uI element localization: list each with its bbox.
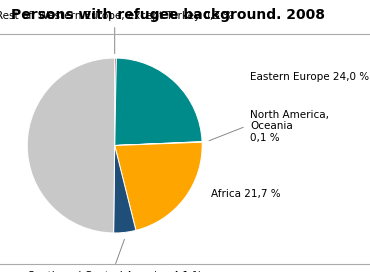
Text: Persons with refugee background. 2008: Persons with refugee background. 2008 xyxy=(11,8,325,22)
Text: Africa 21,7 %: Africa 21,7 % xyxy=(211,188,280,199)
Wedge shape xyxy=(114,146,136,233)
Wedge shape xyxy=(27,58,115,233)
Wedge shape xyxy=(115,142,202,146)
Wedge shape xyxy=(115,58,116,146)
Wedge shape xyxy=(115,58,202,146)
Text: South and Central America 4,1 %: South and Central America 4,1 % xyxy=(28,271,202,272)
Text: Eastern Europe 24,0 %: Eastern Europe 24,0 % xyxy=(250,72,369,82)
Text: Rest of  Western Europe, except Turkey 0,3 %: Rest of Western Europe, except Turkey 0,… xyxy=(0,11,233,21)
Text: North America,
Oceania
0,1 %: North America, Oceania 0,1 % xyxy=(250,110,329,143)
Wedge shape xyxy=(115,142,202,230)
